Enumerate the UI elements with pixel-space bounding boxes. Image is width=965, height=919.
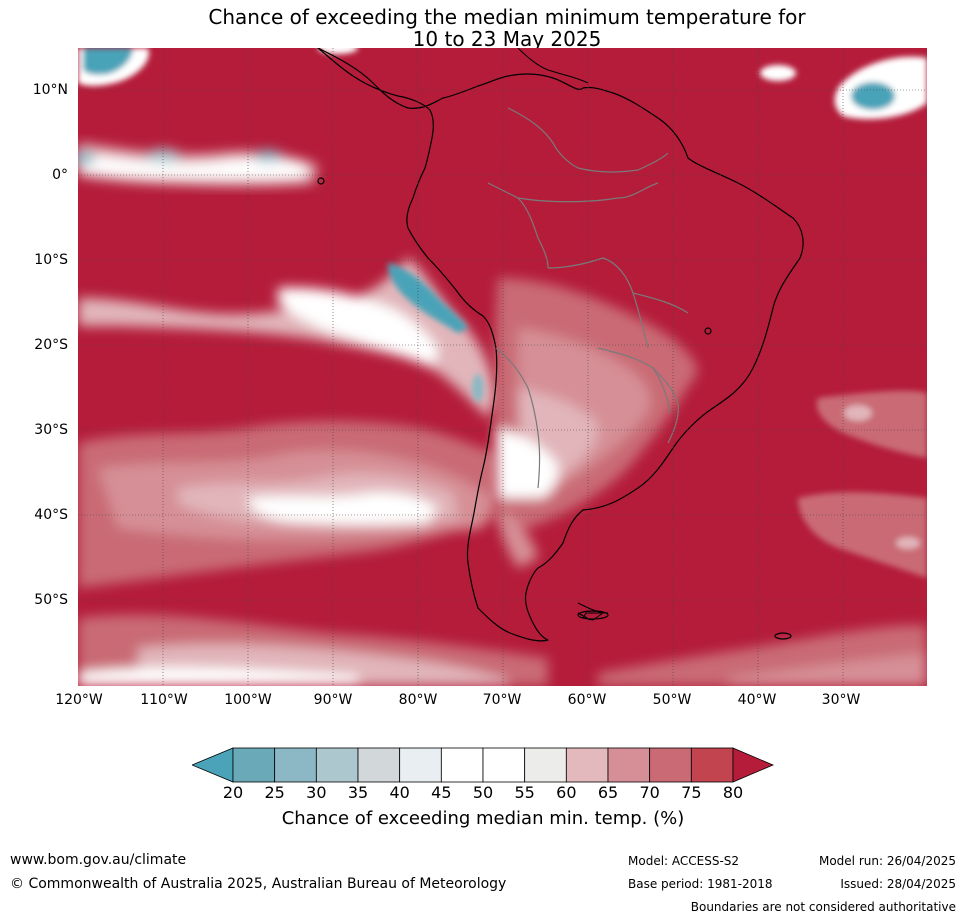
colorbar-cell <box>274 747 317 783</box>
colorbar-over-arrow <box>732 747 774 783</box>
probability-map <box>78 48 927 686</box>
equatorial-pacific-band <box>78 143 318 187</box>
colorbar-tick-label: 25 <box>264 783 285 802</box>
lon-label-30w: 30°W <box>821 692 861 708</box>
lon-label-40w: 40°W <box>737 692 777 708</box>
colorbar-tick-label: 75 <box>681 783 702 802</box>
graticule <box>78 48 927 686</box>
colorbar-cell <box>315 747 359 783</box>
lat-label-10n: 10°N <box>32 82 68 98</box>
colorbar-tick-label: 60 <box>556 783 577 802</box>
country-borders <box>487 107 689 489</box>
colorbar <box>192 747 774 783</box>
lon-label-80w: 80°W <box>398 692 438 708</box>
colorbar-cell <box>649 747 692 783</box>
colorbar-label: Chance of exceeding median min. temp. (%… <box>281 808 685 829</box>
colorbar-tick-label: 65 <box>597 783 619 802</box>
coastlines <box>317 48 804 642</box>
boundaries-disclaimer: Boundaries are not considered authoritat… <box>690 900 956 914</box>
colorbar-cell <box>524 747 567 783</box>
colorbar-tick-label: 30 <box>306 783 327 802</box>
colorbar-tick-label: 80 <box>722 783 744 802</box>
atlantic-spots <box>798 390 927 578</box>
map-title-line2: 10 to 23 May 2025 <box>412 27 602 51</box>
colorbar-cell <box>399 747 442 783</box>
model-run-date: Model run: 26/04/2025 <box>818 854 956 868</box>
north-atlantic-low-patch <box>318 48 927 120</box>
colorbar-cell <box>357 747 401 783</box>
colorbar-cell <box>232 747 276 783</box>
lon-label-110w: 110°W <box>140 692 188 708</box>
colorbar-tick-label: 70 <box>639 783 660 802</box>
website-link[interactable]: www.bom.gov.au/climate <box>10 852 187 868</box>
base-period: Base period: 1981-2018 <box>628 877 773 891</box>
colorbar-tick-label: 35 <box>347 783 369 802</box>
lat-label-10s: 10°S <box>34 252 68 268</box>
lat-label-0: 0° <box>52 167 68 183</box>
southern-anomaly-band <box>78 421 927 686</box>
colorbar-cell <box>607 747 651 783</box>
colorbar-tick-label: 20 <box>222 783 244 802</box>
lon-label-100w: 100°W <box>224 692 272 708</box>
colorbar-cell <box>440 747 484 783</box>
colorbar-cell <box>565 747 609 783</box>
east-pacific-tongue <box>78 258 498 418</box>
lon-label-90w: 90°W <box>313 692 353 708</box>
colorbar-tick-label: 50 <box>472 783 494 802</box>
peru-coast-low-patch <box>388 263 484 402</box>
lat-label-30s: 30°S <box>34 422 68 438</box>
lon-label-60w: 60°W <box>567 692 607 708</box>
colorbar-tick-label: 45 <box>431 783 452 802</box>
colorbar-under-arrow <box>192 747 234 783</box>
colorbar-tick-label: 55 <box>514 783 535 802</box>
lon-label-70w: 70°W <box>482 692 522 708</box>
lat-label-40s: 40°S <box>34 507 68 523</box>
colorbar-cell <box>690 747 734 783</box>
lat-label-50s: 50°S <box>34 592 68 608</box>
lon-label-50w: 50°W <box>652 692 692 708</box>
map-title-line1: Chance of exceeding the median minimum t… <box>208 5 806 29</box>
colorbar-cell <box>482 747 526 783</box>
lon-label-120w: 120°W <box>55 692 103 708</box>
copyright-text: © Commonwealth of Australia 2025, Austra… <box>10 876 507 892</box>
lat-label-20s: 20°S <box>34 337 68 353</box>
north-pacific-low-patch <box>78 48 149 86</box>
issued-date: Issued: 28/04/2025 <box>840 877 956 891</box>
model-name: Model: ACCESS-S2 <box>628 854 740 868</box>
colorbar-tick-label: 40 <box>389 783 410 802</box>
south-america-interior-anomaly <box>494 278 698 568</box>
